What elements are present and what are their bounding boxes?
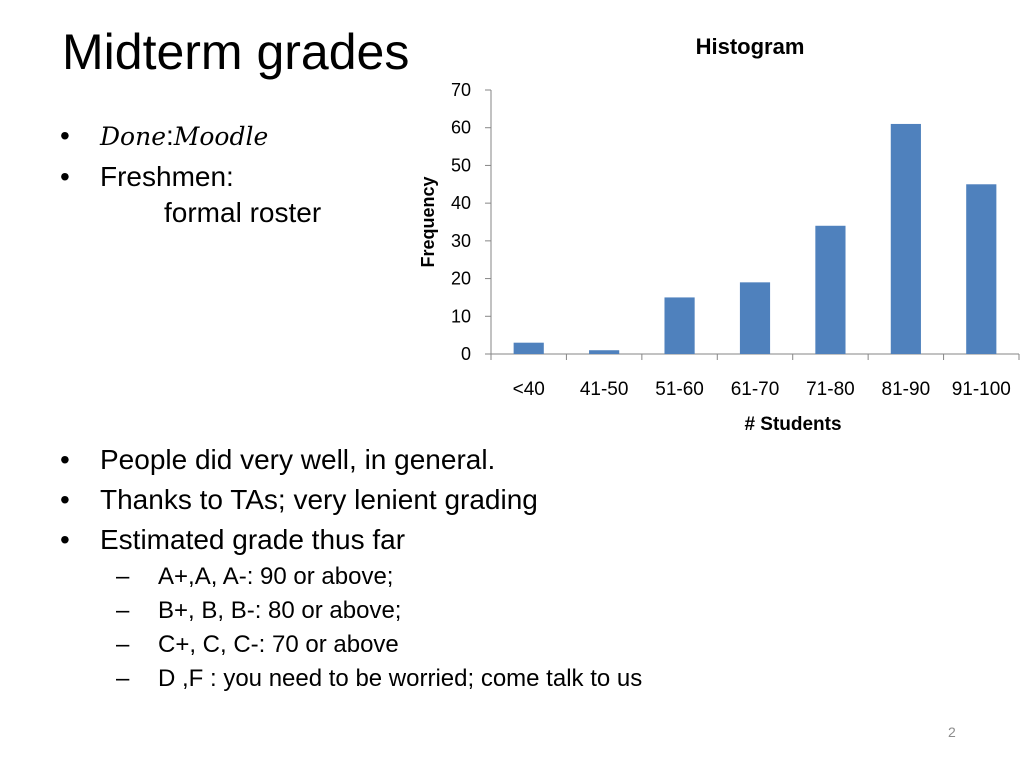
bullet-dot: • <box>60 444 70 475</box>
sub-bullet-item: – B+, B, B-: 80 or above; <box>60 594 760 628</box>
bottom-bullet-list: • People did very well, in general. • Th… <box>60 440 760 696</box>
x-tick-label: 41-50 <box>580 379 629 400</box>
math-done: Done <box>100 122 166 151</box>
sub-bullet-dash: – <box>116 665 130 692</box>
sub-bullet-item: – A+,A, A-: 90 or above; <box>60 560 760 594</box>
x-tick-label: 61-70 <box>731 379 780 400</box>
sub-bullet-text: C+, C, C-: 70 or above <box>158 631 399 658</box>
x-tick-label: <40 <box>513 379 545 400</box>
bullet-item: • Done:Moodle <box>60 116 400 157</box>
histogram-bar <box>815 225 846 354</box>
bullet-dot: • <box>60 120 70 151</box>
page-number: 2 <box>948 724 956 740</box>
sub-bullet-text: D ,F : you need to be worried; come talk… <box>158 665 643 692</box>
chart-title: Histogram <box>695 34 805 59</box>
top-bullet-list: • Done:Moodle • Freshmen: formal roster <box>60 116 400 229</box>
histogram-bar <box>664 297 695 354</box>
histogram-bar <box>739 282 771 354</box>
y-tick-label: 30 <box>451 231 471 251</box>
bullet-text: People did very well, in general. <box>100 444 496 475</box>
bullet-item: • People did very well, in general. <box>60 440 760 480</box>
sub-bullet-dash: – <box>116 563 130 590</box>
y-tick-label: 70 <box>451 80 471 100</box>
bullet-text: Estimated grade thus far <box>100 524 406 555</box>
bullet-dot: • <box>60 524 70 555</box>
histogram-bar <box>589 350 620 354</box>
sub-bullet-text: B+, B, B-: 80 or above; <box>158 597 402 624</box>
histogram-bar <box>890 123 921 354</box>
y-tick-label: 60 <box>451 118 471 138</box>
histogram-bar <box>966 184 997 354</box>
x-tick-label: 91-100 <box>952 379 1011 400</box>
y-tick-label: 20 <box>451 269 471 289</box>
bullet-continuation: formal roster <box>164 197 322 228</box>
y-axis-label: Frequency <box>418 176 438 267</box>
bullet-item: • Estimated grade thus far <box>60 520 760 560</box>
bullet-item: • Freshmen: formal roster <box>60 157 400 229</box>
slide-title: Midterm grades <box>62 24 410 80</box>
bullet-item: • Thanks to TAs; very lenient grading <box>60 480 760 520</box>
sub-bullet-dash: – <box>116 597 130 624</box>
sub-bullet-item: – C+, C, C-: 70 or above <box>60 628 760 662</box>
sub-bullet-text: A+,A, A-: 90 or above; <box>158 563 394 590</box>
sub-bullet-item: – D ,F : you need to be worried; come ta… <box>60 662 760 696</box>
histogram-bar <box>513 342 544 354</box>
bullet-text: Thanks to TAs; very lenient grading <box>100 484 538 515</box>
y-tick-label: 0 <box>461 344 471 364</box>
bullet-dot: • <box>60 161 70 192</box>
y-tick-label: 50 <box>451 155 471 175</box>
math-colon: : <box>166 120 174 151</box>
x-axis-label: # Students <box>744 414 841 435</box>
x-tick-label: 71-80 <box>806 379 855 400</box>
x-tick-label: 81-90 <box>882 379 931 400</box>
histogram-chart: Frequency # Students 0 10 20 30 40 50 60 70 <40 4… <box>418 80 1020 435</box>
y-tick-label: 40 <box>451 193 471 213</box>
bullet-dot: • <box>60 484 70 515</box>
sub-bullet-dash: – <box>116 631 130 658</box>
y-tick-label: 10 <box>451 306 471 326</box>
bullet-text: Freshmen: <box>100 161 234 192</box>
math-moodle: Moodle <box>173 122 269 151</box>
x-tick-label: 51-60 <box>655 379 704 400</box>
